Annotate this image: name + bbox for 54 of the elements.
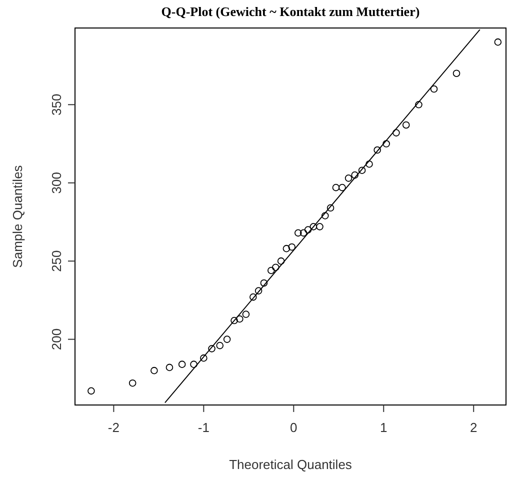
point bbox=[392, 129, 400, 136]
point bbox=[304, 226, 312, 234]
point bbox=[494, 38, 502, 46]
point bbox=[415, 101, 422, 108]
point bbox=[150, 366, 158, 374]
x-tick-label: -2 bbox=[108, 420, 120, 435]
x-tick-label: 2 bbox=[470, 420, 478, 435]
point bbox=[250, 293, 257, 301]
point bbox=[294, 229, 302, 237]
point bbox=[254, 287, 262, 294]
point bbox=[178, 360, 186, 368]
point bbox=[321, 212, 329, 220]
x-tick-label: -1 bbox=[198, 420, 210, 435]
x-axis-title: Theoretical Quantiles bbox=[229, 457, 352, 472]
point bbox=[430, 85, 438, 93]
point bbox=[402, 121, 410, 129]
point bbox=[382, 140, 390, 148]
x-tick-label: 1 bbox=[380, 420, 388, 435]
point bbox=[223, 336, 231, 343]
y-tick-label: 250 bbox=[49, 250, 64, 272]
point bbox=[216, 342, 224, 350]
point bbox=[268, 266, 275, 274]
point bbox=[374, 146, 381, 154]
point bbox=[236, 315, 244, 323]
point bbox=[272, 264, 280, 271]
point bbox=[452, 70, 460, 78]
point bbox=[128, 379, 136, 387]
point bbox=[288, 243, 296, 251]
point bbox=[260, 279, 268, 287]
point bbox=[310, 223, 318, 230]
y-tick-label: 300 bbox=[49, 172, 64, 194]
point bbox=[351, 171, 358, 179]
point bbox=[344, 174, 352, 182]
point bbox=[366, 160, 373, 168]
point bbox=[358, 166, 366, 174]
point bbox=[190, 360, 198, 368]
point bbox=[208, 345, 216, 352]
point bbox=[332, 184, 340, 192]
point bbox=[326, 204, 334, 212]
y-tick-label: 200 bbox=[49, 328, 64, 350]
y-axis-title: Sample Quantiles bbox=[10, 164, 25, 268]
point bbox=[200, 354, 208, 362]
point bbox=[230, 316, 238, 324]
point bbox=[316, 223, 324, 230]
point bbox=[88, 387, 95, 395]
point bbox=[338, 184, 346, 192]
point bbox=[282, 244, 290, 252]
point bbox=[166, 364, 174, 372]
chart-title: Q-Q-Plot (Gewicht ~ Kontakt zum Muttertier) bbox=[161, 4, 420, 19]
point bbox=[277, 257, 285, 265]
x-tick-label: 0 bbox=[290, 420, 298, 435]
point bbox=[300, 229, 308, 237]
y-tick-label: 350 bbox=[49, 94, 64, 116]
point bbox=[242, 310, 250, 318]
